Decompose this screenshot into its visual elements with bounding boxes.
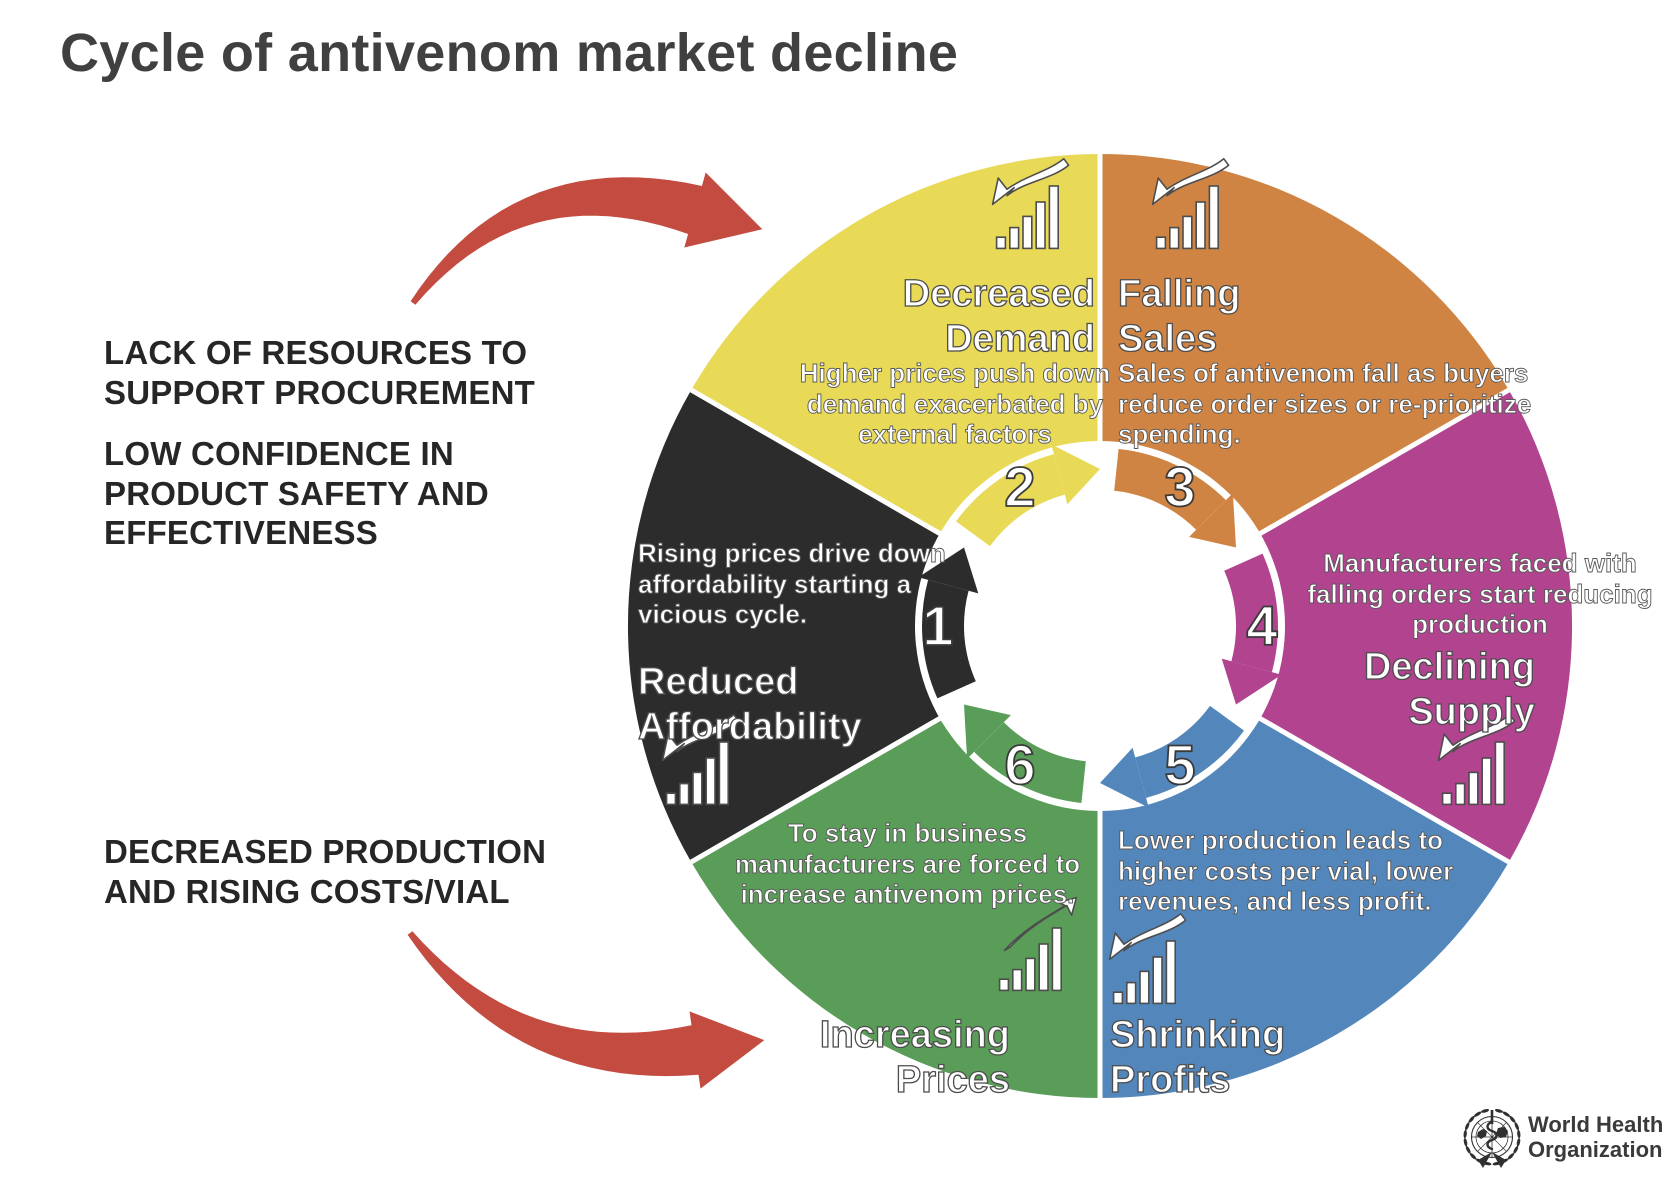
svg-text:3: 3 [1164,455,1195,518]
svg-text:Organization: Organization [1528,1137,1662,1162]
svg-text:2: 2 [1004,455,1035,518]
svg-text:5: 5 [1164,733,1195,796]
svg-text:World Health: World Health [1528,1112,1663,1137]
svg-text:6: 6 [1004,733,1035,796]
